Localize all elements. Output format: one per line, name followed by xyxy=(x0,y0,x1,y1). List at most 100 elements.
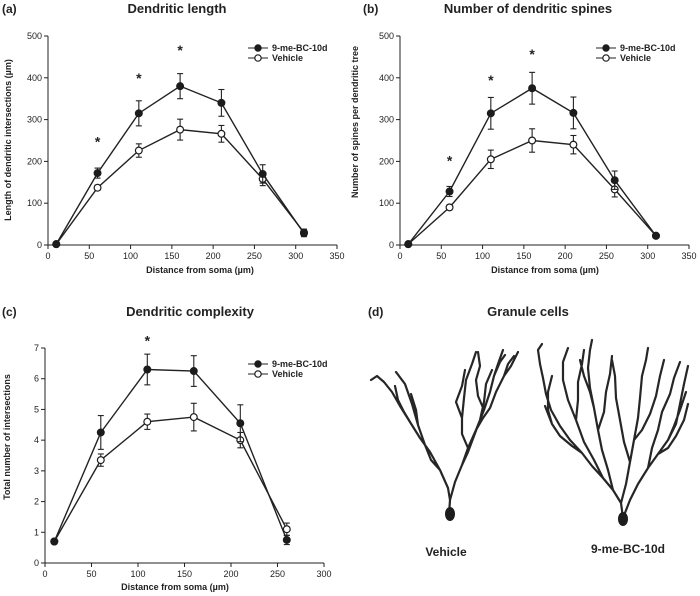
series-line-treated xyxy=(407,87,657,245)
panel-d-label: (d) xyxy=(368,305,383,319)
data-point-treated xyxy=(486,109,495,118)
y-tick-label: 200 xyxy=(379,156,394,166)
x-tick-label: 200 xyxy=(223,569,238,579)
treated-label: 9-me-BC-10d xyxy=(591,542,665,556)
series-line-vehicle xyxy=(407,139,657,245)
x-tick-label: 0 xyxy=(397,251,402,261)
data-point-treated xyxy=(50,537,59,546)
y-tick-label: 0 xyxy=(34,558,39,568)
x-tick-label: 100 xyxy=(123,251,138,261)
data-point-treated xyxy=(189,367,198,376)
data-point-treated xyxy=(236,419,245,428)
y-tick-label: 400 xyxy=(27,73,42,83)
data-point-treated xyxy=(258,169,267,178)
data-point-vehicle xyxy=(93,183,102,192)
y-tick-label: 0 xyxy=(37,240,42,250)
x-tick-label: 250 xyxy=(270,569,285,579)
x-tick-label: 300 xyxy=(316,569,331,579)
x-tick-label: 100 xyxy=(130,569,145,579)
panel-a-y-axis-label: Length of dendritic intersections (µm) xyxy=(3,59,13,221)
significance-star: * xyxy=(529,46,535,62)
significance-star: * xyxy=(145,332,151,348)
x-tick-label: 100 xyxy=(475,251,490,261)
treated-neuron xyxy=(536,338,690,526)
x-tick-label: 250 xyxy=(247,251,262,261)
legend-entry-vehicle: Vehicle xyxy=(272,53,303,63)
significance-star: * xyxy=(95,133,101,149)
panel-a-legend: 9-me-BC-10d Vehicle xyxy=(248,43,328,63)
x-tick-label: 50 xyxy=(436,251,446,261)
y-tick-label: 1 xyxy=(34,527,39,537)
panel-a-plot-area: 0 100 200 300 400 500 0 50 100 150 200 250 300 350 * * * xyxy=(27,31,345,261)
x-tick-label: 150 xyxy=(164,251,179,261)
data-point-treated xyxy=(528,84,537,93)
legend-marker-open xyxy=(254,54,262,62)
data-point-vehicle xyxy=(445,203,454,212)
y-tick-label: 2 xyxy=(34,497,39,507)
data-point-treated xyxy=(610,176,619,185)
legend-marker-open xyxy=(254,370,262,378)
panel-a-x-axis-label: Distance from soma (µm) xyxy=(146,265,254,275)
panel-b-dendritic-spines: (b) Number of dendritic spines Number of… xyxy=(350,1,697,275)
legend-entry-treated: 9-me-BC-10d xyxy=(272,359,328,369)
x-tick-label: 300 xyxy=(288,251,303,261)
x-tick-label: 200 xyxy=(206,251,221,261)
data-point-treated xyxy=(134,109,143,118)
significance-star: * xyxy=(447,153,453,169)
data-point-treated xyxy=(569,108,578,117)
significance-star: * xyxy=(177,42,183,58)
vehicle-label: Vehicle xyxy=(425,545,467,559)
x-tick-label: 250 xyxy=(599,251,614,261)
panel-b-x-axis-label: Distance from soma (µm) xyxy=(491,265,599,275)
y-tick-label: 500 xyxy=(379,31,394,41)
data-point-vehicle xyxy=(134,146,143,155)
x-tick-label: 150 xyxy=(516,251,531,261)
data-point-vehicle xyxy=(96,456,105,465)
x-tick-label: 50 xyxy=(84,251,94,261)
y-tick-label: 300 xyxy=(379,115,394,125)
treated-soma xyxy=(618,512,628,526)
panel-b-plot-area: 0 100 200 300 400 500 0 50 100 150 200 250 300 350 * * * xyxy=(379,31,697,261)
data-point-treated xyxy=(651,231,660,240)
y-tick-label: 3 xyxy=(34,466,39,476)
panel-c-label: (c) xyxy=(2,305,17,319)
panel-c-legend: 9-me-BC-10d Vehicle xyxy=(248,359,328,379)
panel-c-y-axis-label: Total number of intersections xyxy=(2,374,12,500)
x-tick-label: 150 xyxy=(177,569,192,579)
data-point-treated xyxy=(96,428,105,437)
panel-c-x-axis-label: Distance from soma (µm) xyxy=(121,582,229,592)
panel-c-plot-area: 0 1 2 3 4 5 6 7 0 50 100 150 200 250 300 * xyxy=(34,332,332,579)
data-point-treated xyxy=(282,535,291,544)
panel-b-label: (b) xyxy=(363,2,378,16)
data-point-treated xyxy=(445,187,454,196)
legend-marker-filled xyxy=(254,44,262,52)
panel-b-legend: 9-me-BC-10d Vehicle xyxy=(596,43,676,63)
data-point-vehicle xyxy=(143,417,152,426)
significance-star: * xyxy=(136,70,142,86)
data-point-vehicle xyxy=(486,155,495,164)
x-tick-label: 0 xyxy=(42,569,47,579)
y-tick-label: 4 xyxy=(34,435,39,445)
data-point-vehicle xyxy=(282,525,291,534)
data-point-treated xyxy=(52,240,61,249)
y-tick-label: 0 xyxy=(389,240,394,250)
data-point-vehicle xyxy=(176,125,185,134)
y-tick-label: 100 xyxy=(379,198,394,208)
series-line-vehicle xyxy=(53,416,288,542)
significance-star: * xyxy=(488,72,494,88)
x-tick-label: 0 xyxy=(45,251,50,261)
data-point-treated xyxy=(404,240,413,249)
legend-marker-filled xyxy=(602,44,610,52)
panel-a-label: (a) xyxy=(2,2,17,16)
vehicle-neuron xyxy=(369,348,520,521)
panel-a-dendritic-length: (a) Dendritic length Length of dendritic… xyxy=(2,1,345,275)
series-line-vehicle xyxy=(55,128,305,245)
data-point-treated xyxy=(217,98,226,107)
y-tick-label: 400 xyxy=(379,73,394,83)
y-tick-label: 6 xyxy=(34,374,39,384)
panel-b-title: Number of dendritic spines xyxy=(444,1,612,16)
legend-entry-treated: 9-me-BC-10d xyxy=(272,43,328,53)
x-tick-label: 200 xyxy=(558,251,573,261)
legend-entry-treated: 9-me-BC-10d xyxy=(620,43,676,53)
